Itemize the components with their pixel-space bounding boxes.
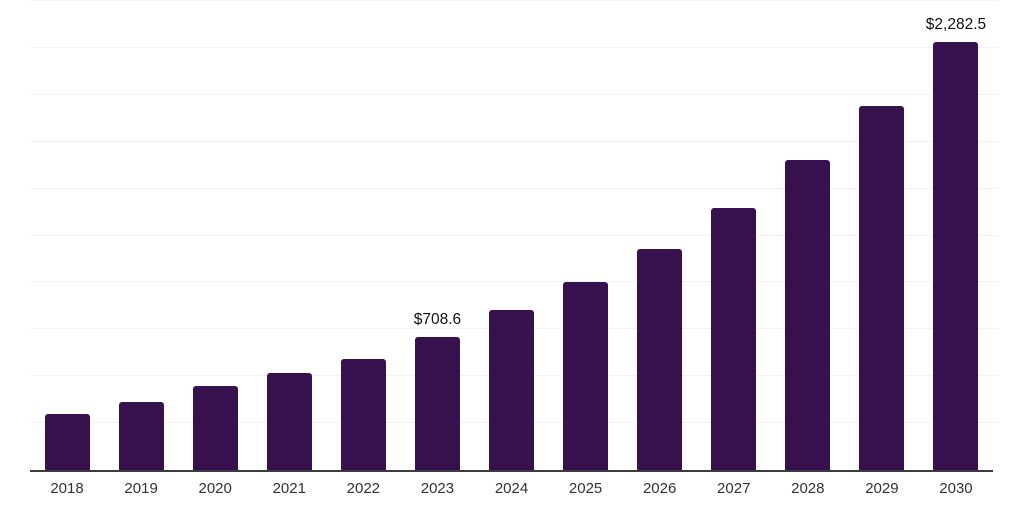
x-tick-2019: 2019 [124, 480, 158, 497]
bar-slot-2026 [623, 1, 697, 470]
bar-slot-2029 [845, 1, 919, 470]
bar-value-label-2023: $708.6 [413, 311, 462, 329]
bar-slot-2024 [474, 1, 548, 470]
bar-2026 [637, 248, 683, 470]
x-tick-2022: 2022 [346, 480, 381, 497]
bar-slot-2021 [252, 1, 326, 470]
bar-slot-2027 [697, 1, 771, 470]
x-tick-2028: 2028 [791, 480, 825, 497]
bars: $708.6 $2,282.5 [30, 1, 993, 470]
bar-2022 [340, 358, 386, 470]
bar-2021 [266, 373, 312, 470]
x-tick-2027: 2027 [717, 480, 751, 497]
bar-2027 [711, 208, 757, 470]
gridline [30, 281, 999, 283]
bar-2028 [785, 160, 831, 470]
gridline [30, 140, 999, 142]
x-tick-2029: 2029 [865, 480, 899, 497]
bar-2023 [414, 337, 460, 470]
gridline [30, 93, 999, 95]
x-tick-2030: 2030 [939, 480, 973, 497]
x-tick-2021: 2021 [272, 480, 306, 497]
bar-slot-2023: $708.6 [400, 1, 474, 470]
gridline [30, 46, 999, 48]
bar-2019 [118, 402, 164, 470]
bar-2018 [44, 413, 90, 470]
x-tick-2020: 2020 [198, 480, 232, 497]
bar-slot-2025 [549, 1, 623, 470]
bar-value-label-2030: $2,282.5 [925, 15, 987, 33]
bar-slot-2028 [771, 1, 845, 470]
bar-slot-2030: $2,282.5 [919, 1, 993, 470]
gridline [30, 187, 999, 189]
bar-2030 [933, 41, 979, 470]
bar-slot-2019 [104, 1, 178, 470]
bar-slot-2018 [30, 1, 104, 470]
x-tick-2018: 2018 [50, 480, 84, 497]
gridline [30, 0, 999, 1]
x-tick-2023: 2023 [420, 480, 455, 497]
x-tick-2026: 2026 [642, 480, 677, 497]
bar-slot-2022 [326, 1, 400, 470]
gridline [30, 234, 999, 236]
bar-2024 [489, 309, 534, 470]
x-tick-2024: 2024 [494, 480, 529, 497]
x-tick-2025: 2025 [568, 480, 603, 497]
x-axis-ticks: 2018 2019 2020 2021 2022 2023 2024 2025 2026 2027… [30, 480, 993, 497]
bar-slot-2020 [178, 1, 252, 470]
bar-2020 [192, 386, 238, 470]
bar-2029 [859, 105, 905, 470]
bar-2025 [563, 281, 609, 470]
plot-area: $708.6 $2,282.5 [30, 0, 999, 472]
